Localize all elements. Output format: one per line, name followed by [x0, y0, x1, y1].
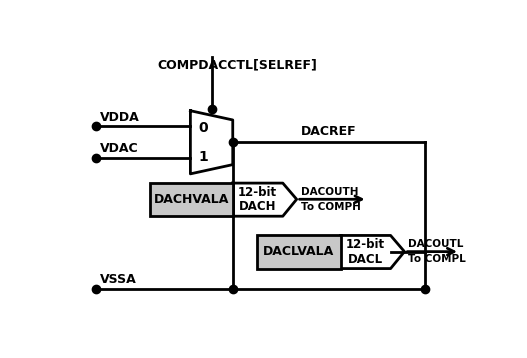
Text: 0: 0 [198, 121, 208, 135]
Bar [257, 236, 340, 268]
Bar [150, 183, 233, 216]
Text: DACHVALA: DACHVALA [153, 193, 229, 206]
Text: DACLVALA: DACLVALA [264, 245, 335, 258]
Text: VDDA: VDDA [100, 111, 140, 124]
Text: COMPDACCTL[SELREF]: COMPDACCTL[SELREF] [158, 58, 318, 71]
Text: VDAC: VDAC [100, 142, 139, 155]
Text: DACOUTL: DACOUTL [408, 239, 464, 249]
Text: DACH: DACH [239, 200, 276, 213]
Text: DACL: DACL [348, 253, 383, 266]
Text: 1: 1 [198, 150, 208, 164]
Text: 12-bit: 12-bit [238, 186, 277, 199]
Text: To COMPH: To COMPH [300, 202, 360, 212]
Text: DACOUTH: DACOUTH [300, 187, 358, 197]
Text: VSSA: VSSA [100, 273, 137, 286]
Text: 12-bit: 12-bit [346, 238, 385, 251]
Text: DACREF: DACREF [301, 125, 357, 139]
Text: To COMPL: To COMPL [408, 254, 466, 264]
